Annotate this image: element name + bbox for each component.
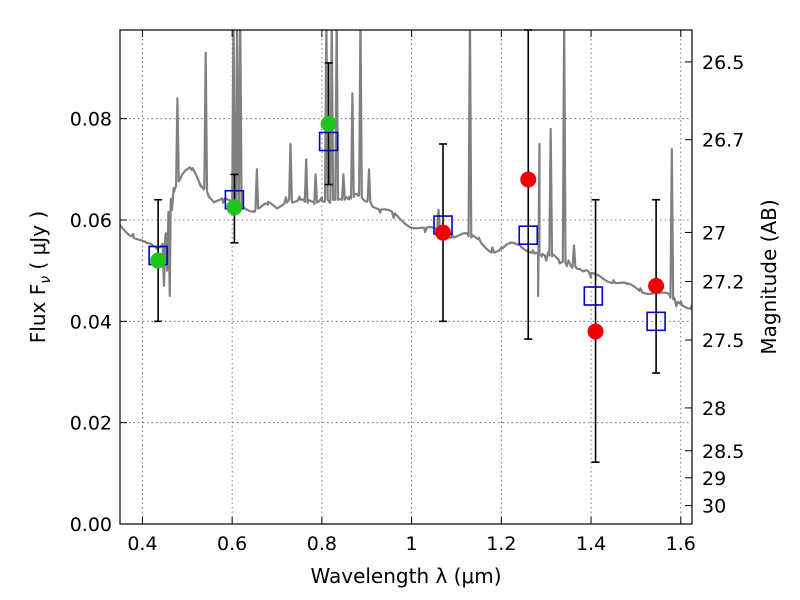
plot-frame — [119, 29, 693, 525]
ticks-layer: 0.4 0.6 0.8 1 1.2 1.4 1.6 0.00 0.02 0.04 0.06 0.08 2… — [70, 30, 744, 555]
red-point-2 — [587, 323, 604, 340]
red-point-0 — [435, 224, 452, 241]
points-layer — [148, 29, 666, 463]
y-axis-label-unit: ( μJy ) — [26, 211, 50, 276]
spectrum-line — [120, 30, 692, 310]
y-tick-label-2: 0.04 — [70, 311, 112, 333]
mag-tick-label-2: 27 — [702, 222, 726, 244]
y-tick-label-0: 0.00 — [70, 514, 112, 536]
y2-axis-label: Magnitude (AB) — [757, 199, 781, 354]
x-tick-label-4: 1.2 — [486, 533, 516, 555]
x-tick-label-2: 0.8 — [307, 533, 337, 555]
x-tick-label-1: 0.6 — [217, 533, 247, 555]
y-axis-label-sub: ν — [38, 276, 54, 284]
green-point-1 — [226, 199, 243, 216]
red-point-3 — [648, 277, 665, 294]
y-tick-label-1: 0.02 — [70, 413, 112, 435]
x-tick-label-3: 1 — [406, 533, 418, 555]
green-point-2 — [320, 115, 337, 132]
mag-tick-label-1: 26.7 — [702, 130, 744, 152]
y-tick-label-4: 0.08 — [70, 109, 112, 131]
mag-tick-label-8: 30 — [702, 496, 726, 518]
mag-tick-label-7: 29 — [702, 468, 726, 490]
model-box-5 — [583, 286, 604, 306]
mag-tick-label-0: 26.5 — [702, 52, 744, 74]
plot-layer — [120, 30, 692, 310]
y-axis-label-main: Flux F — [26, 284, 50, 343]
x-tick-label-6: 1.6 — [666, 533, 696, 555]
x-tick-label-5: 1.4 — [576, 533, 606, 555]
mag-tick-label-5: 28 — [702, 398, 726, 420]
y-axis-label: Flux Fν ( μJy ) — [26, 211, 54, 343]
red-point-1 — [520, 171, 537, 188]
mag-tick-label-4: 27.5 — [702, 330, 744, 352]
x-tick-label-0: 0.4 — [127, 533, 157, 555]
green-point-0 — [150, 252, 167, 269]
mag-tick-label-3: 27.2 — [702, 271, 744, 293]
y-tick-label-3: 0.06 — [70, 210, 112, 232]
x-axis-label: Wavelength λ (μm) — [310, 564, 501, 588]
mag-tick-label-6: 28.5 — [702, 441, 744, 463]
